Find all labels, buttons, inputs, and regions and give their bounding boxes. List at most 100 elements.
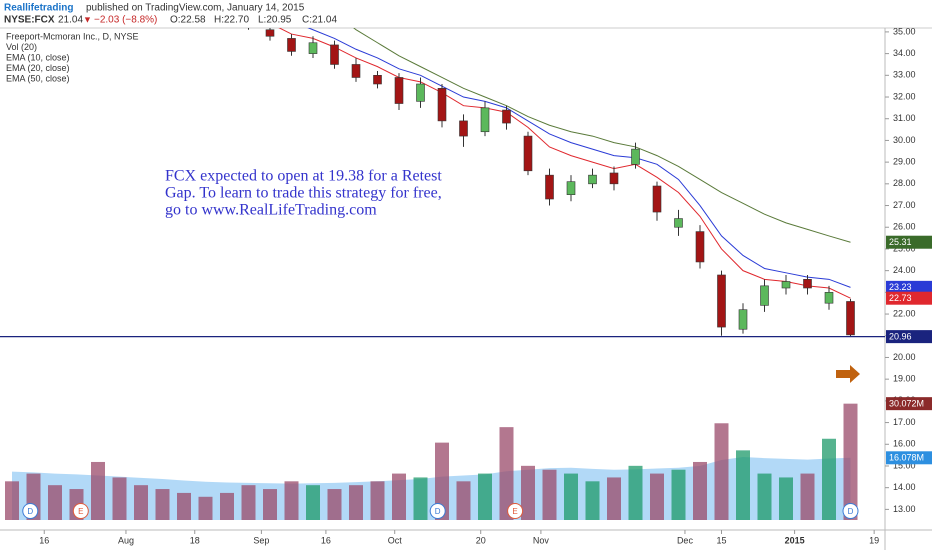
candle-body [373,75,382,85]
legend-entry: Freeport-Mcmoran Inc., D, NYSE [6,31,139,41]
volume-bar [800,473,815,520]
x-tick-label: 19 [869,535,879,545]
y-tick-label: 35.00 [893,26,916,36]
publisher: Reallifetrading [4,3,73,14]
candle-body [609,172,619,185]
x-tick-label: 15 [716,535,726,545]
event-label: D [435,507,441,516]
volume-bar [585,481,600,520]
volume-bar [370,481,385,520]
event-label: E [512,507,517,516]
last: 21.04 [58,15,83,26]
volume-bar [478,473,492,520]
volume-bar [521,465,535,520]
y-tick-label: 16.00 [893,439,916,449]
x-tick-label: 2015 [785,535,805,545]
badge-label: 20.96 [889,331,912,341]
volume-bar [671,469,686,520]
close: C:21.04 [302,15,337,26]
candle-body [674,218,683,228]
event-marker [507,503,524,519]
candle-body [351,64,361,78]
price-badge [886,280,932,294]
price-badge [886,291,932,305]
x-tick-label: Oct [388,535,403,545]
y-tick-label: 14.00 [893,482,916,492]
event-marker [22,503,39,519]
y-tick-label: 32.00 [893,91,916,101]
y-tick-label: 31.00 [893,113,916,123]
event-marker [842,503,859,519]
volume-bar [91,461,105,520]
published: published on TradingView.com, January 14… [86,3,305,14]
legend-entry: Vol (20) [6,42,37,52]
y-tick-label: 28.00 [893,178,916,188]
change: −2.03 (−8.8%) [94,15,157,26]
candle-body [588,174,597,185]
x-tick-label: 18 [190,535,200,545]
y-tick-label: 24.00 [893,265,916,275]
symbol: NYSE:FCX [4,15,55,26]
open: O:22.58 [170,15,206,26]
candle-body [781,281,791,289]
arrow-icon [836,365,860,383]
volume-bar [134,485,148,520]
candle-body [695,231,705,263]
volume-bar [628,465,643,520]
legend-entry: EMA (10, close) [6,52,70,62]
candle-body [394,77,404,104]
candle-body [308,42,318,54]
candle-body [760,285,769,306]
candle-body [459,120,468,137]
low: L:20.95 [258,15,292,26]
volume-bar [736,450,750,520]
volume-bar [693,461,707,520]
candle-body [265,29,275,37]
volume-bar [564,473,578,520]
volume-bar [650,473,664,520]
y-tick-label: 19.00 [893,374,916,384]
legend-entry: EMA (50, close) [6,73,70,83]
x-tick-label: 16 [39,535,49,545]
volume-bar [112,477,127,520]
y-tick-label: 30.00 [893,135,916,145]
candle-body [738,309,748,330]
x-tick-label: Nov [533,535,550,545]
legend-entry: EMA (20, close) [6,63,70,73]
volume-bar [542,469,557,520]
candle-body [846,301,855,336]
y-tick-label: 15.00 [893,460,916,470]
volume-bar [435,442,449,520]
candle-body [287,38,296,52]
volume-bar [499,427,514,520]
volume-bar [241,485,256,520]
volume-bar [843,403,858,520]
x-tick-label: Aug [118,535,134,545]
volume-bar [456,481,471,520]
volume-bar [155,489,170,520]
y-tick-label: 26.00 [893,222,916,232]
y-tick-label: 27.00 [893,200,916,210]
badge-label: 23.23 [889,282,912,292]
volume-bar [349,485,363,520]
event-label: D [27,507,33,516]
candle-body [652,185,662,213]
y-tick-label: 20.00 [893,352,916,362]
badge-label: 16.078M [889,453,924,463]
volume-bar [198,496,213,520]
y-tick-label: 17.00 [893,417,916,427]
arrow: ▼ [83,14,92,24]
event-marker [72,503,89,519]
event-label: E [78,507,83,516]
volume-bar [413,477,428,520]
price-badge [886,397,932,411]
volume-bar [48,485,62,520]
volume-bar [607,477,621,520]
ema-line [307,28,851,288]
annotation: FCX expected to open at 19.38 for a Rete… [165,168,442,185]
badge-label: 30.072M [889,399,924,409]
volume-bar [177,492,191,520]
x-tick-label: Dec [677,535,694,545]
event-marker [429,503,446,519]
